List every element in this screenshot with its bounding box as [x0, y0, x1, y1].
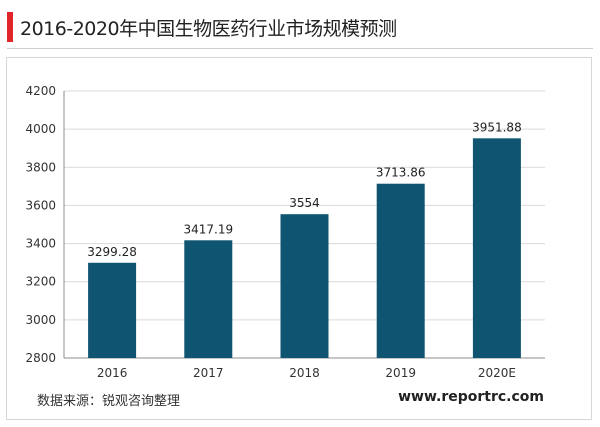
- y-tick-label: 3000: [25, 313, 56, 327]
- page-title: 2016-2020年中国生物医药行业市场规模预测: [20, 18, 397, 40]
- data-label: 3417.19: [183, 222, 233, 236]
- y-tick-label: 3600: [25, 198, 56, 212]
- x-tick-label: 2017: [193, 366, 224, 380]
- y-tick-label: 4000: [25, 122, 56, 136]
- x-tick-label: 2018: [289, 366, 320, 380]
- bar: [280, 214, 329, 358]
- title-accent-bar: [7, 12, 13, 42]
- data-label: 3951.88: [472, 120, 522, 134]
- bar: [472, 138, 521, 358]
- bar: [184, 240, 233, 358]
- bar: [88, 262, 137, 358]
- x-tick-label: 2016: [97, 366, 128, 380]
- chart-frame: [6, 57, 592, 420]
- y-tick-label: 4200: [25, 84, 56, 98]
- x-tick-label: 2020E: [478, 366, 516, 380]
- source-note: 数据来源：锐观咨询整理: [37, 394, 181, 409]
- title-divider: [7, 48, 593, 49]
- y-tick-label: 3400: [25, 237, 56, 251]
- data-label: 3713.86: [376, 166, 426, 180]
- data-label: 3299.28: [87, 245, 137, 259]
- y-tick-label: 2800: [25, 351, 56, 365]
- data-label: 3554: [289, 196, 320, 210]
- y-tick-label: 3800: [25, 160, 56, 174]
- bar: [376, 183, 425, 358]
- y-tick-label: 3200: [25, 275, 56, 289]
- website-link[interactable]: www.reportrc.com: [398, 389, 544, 405]
- x-tick-label: 2019: [385, 366, 416, 380]
